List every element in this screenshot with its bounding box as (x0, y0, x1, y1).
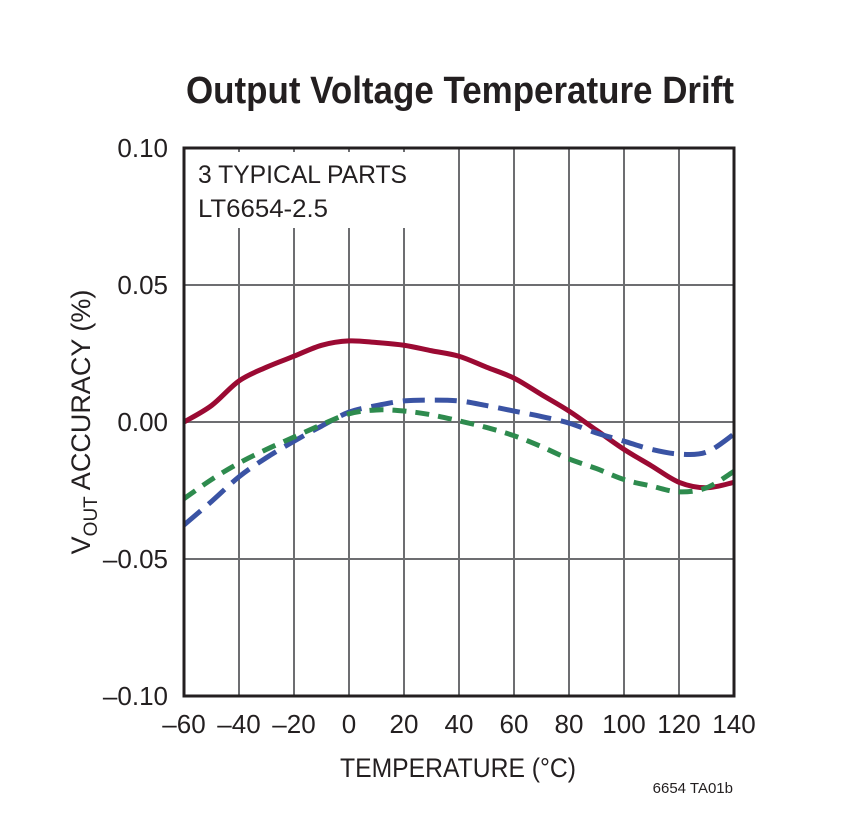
x-tick-label: –40 (217, 709, 260, 739)
y-axis-label-main: V (66, 536, 96, 554)
x-tick-label: 20 (390, 709, 419, 739)
annotation-parts: 3 TYPICAL PARTS (198, 161, 407, 189)
x-tick-label: 100 (602, 709, 645, 739)
series-line-3 (182, 407, 736, 501)
x-tick-label: 120 (657, 709, 700, 739)
grid (183, 147, 735, 697)
x-axis-label: TEMPERATURE (°C) (340, 753, 576, 783)
x-tick-label: 80 (555, 709, 584, 739)
y-axis-label-sub: OUT (81, 496, 102, 537)
chart-title: Output Voltage Temperature Drift (186, 70, 734, 112)
x-tick-label: 0 (342, 709, 356, 739)
series-line-1 (182, 338, 735, 491)
y-tick-label: –0.10 (103, 681, 168, 711)
y-tick-label: 0.10 (117, 133, 168, 163)
y-axis-label-rest: ACCURACY (%) (66, 290, 96, 497)
series-line-2 (182, 397, 736, 527)
x-tick-label: 60 (500, 709, 529, 739)
figure-id: 6654 TA01b (653, 780, 733, 797)
series-group (182, 338, 736, 527)
y-tick-label: –0.05 (103, 544, 168, 574)
plot-frame (182, 146, 736, 698)
tick-labels: –60 –40 –20 0 20 40 60 80 100 120 140 0.10 0.05 0.00 –… (103, 133, 756, 739)
x-tick-label: 140 (712, 709, 755, 739)
annotation-part-number: LT6654-2.5 (198, 195, 328, 223)
y-tick-label: 0.05 (117, 270, 168, 300)
axes (182, 146, 736, 698)
x-tick-label: –20 (272, 709, 315, 739)
x-tick-label: 40 (445, 709, 474, 739)
y-tick-label: 0.00 (117, 407, 168, 437)
y-axis-label: VOUT ACCURACY (%) (66, 290, 102, 555)
annotation-box: 3 TYPICAL PARTS LT6654-2.5 (190, 152, 420, 228)
x-tick-label: –60 (162, 709, 205, 739)
